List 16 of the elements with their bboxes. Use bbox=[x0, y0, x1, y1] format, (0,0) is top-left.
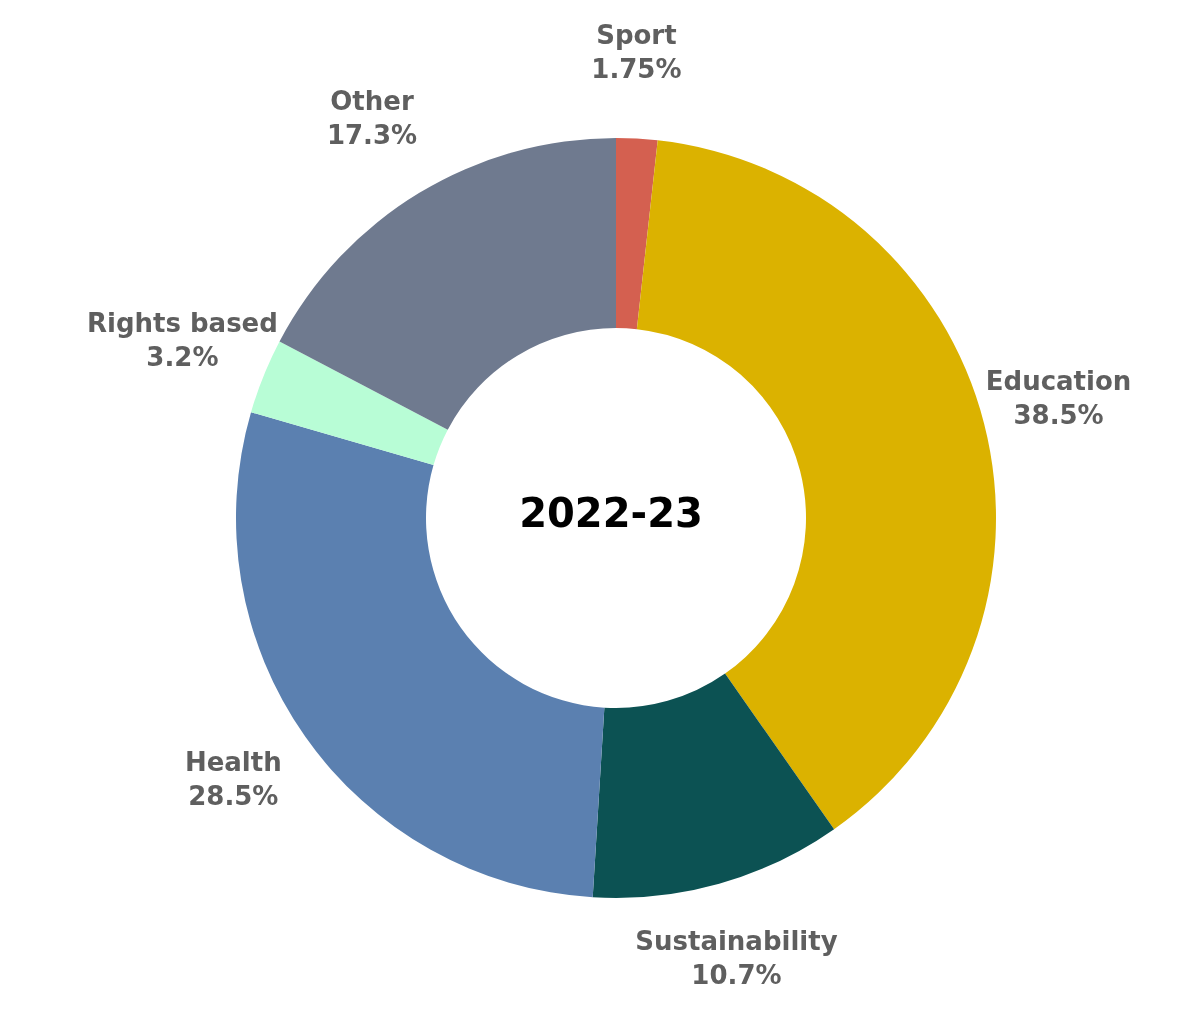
slice-label: Health bbox=[184, 747, 282, 778]
slice-label: Rights based bbox=[86, 308, 278, 339]
donut-slice bbox=[251, 341, 448, 466]
slice-label: Other bbox=[330, 85, 414, 116]
data-label: 3.2% bbox=[146, 342, 219, 373]
donut-slice bbox=[592, 673, 835, 898]
text: 2022-23 bbox=[519, 490, 703, 536]
slice-label: Sport bbox=[596, 19, 677, 50]
slice-label: Education bbox=[985, 366, 1132, 397]
donut-slice bbox=[616, 138, 658, 330]
data-label: 38.5% bbox=[1013, 400, 1104, 431]
data-label: 10.7% bbox=[691, 959, 782, 990]
slice-label: Sustainability bbox=[635, 925, 838, 956]
data-label: 1.75% bbox=[591, 53, 682, 84]
data-label: 28.5% bbox=[188, 781, 279, 812]
data-label: 17.3% bbox=[326, 119, 418, 150]
